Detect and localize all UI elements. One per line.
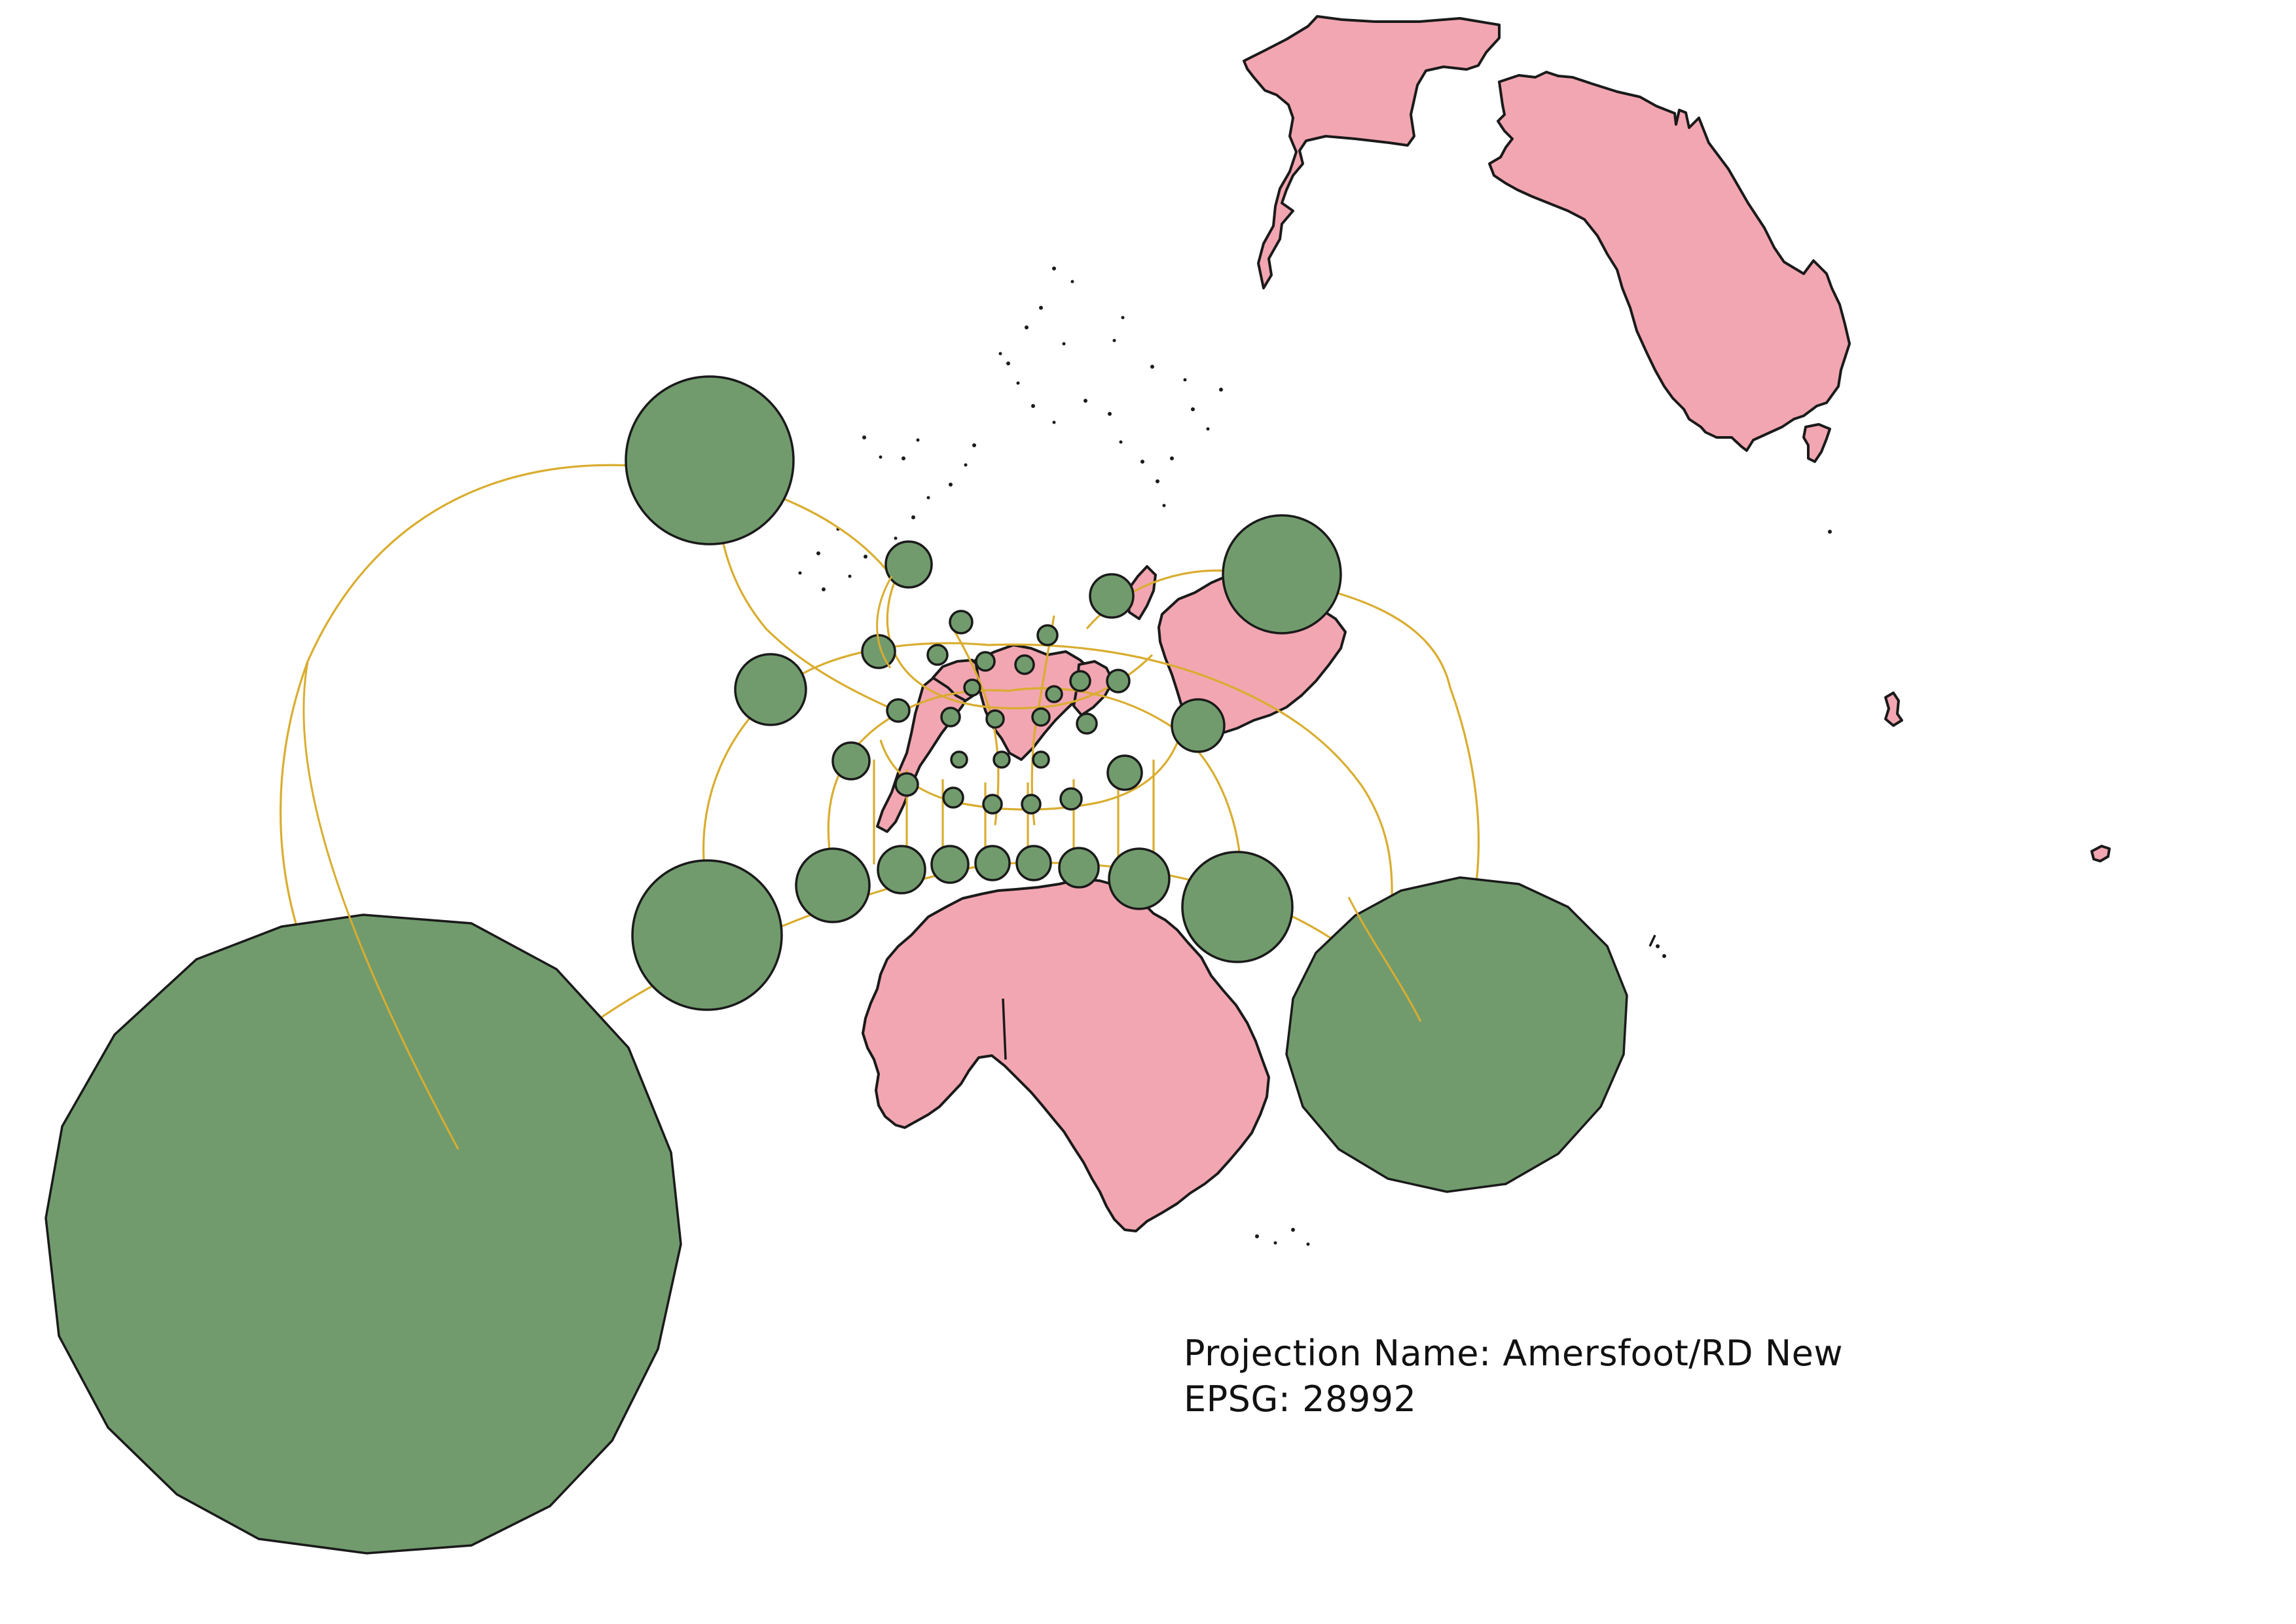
graticule-overlay xyxy=(302,576,1422,1150)
tissot-circle-tiny xyxy=(993,750,1011,769)
tissot-circle-tiny xyxy=(926,644,949,666)
tissot-circle-small xyxy=(877,845,926,895)
landmass-north-east-island xyxy=(1488,71,1851,452)
tissot-circle-northwest xyxy=(625,375,795,545)
tissot-circle-small xyxy=(1089,573,1135,619)
tissot-circle-tiny xyxy=(982,794,1003,815)
tissot-circles xyxy=(45,375,1628,1555)
projection-label: Projection Name: xyxy=(1184,1333,1491,1374)
projection-line: Projection Name: Amersfoot/RD New xyxy=(1184,1331,1843,1376)
tissot-circle-northeast xyxy=(1222,514,1342,635)
landmass-north-east-islet xyxy=(1802,423,1831,463)
islet-east-1 xyxy=(1884,692,1903,727)
landmass-north-west-island xyxy=(1243,15,1501,289)
tissot-circle-tiny xyxy=(942,786,964,809)
stray-line-east xyxy=(1649,934,1656,947)
island-specks xyxy=(798,267,1832,1246)
epsg-label: EPSG: xyxy=(1184,1378,1291,1420)
tissot-circle-tiny xyxy=(949,610,974,635)
tissot-circle-small xyxy=(861,634,896,669)
graticule-line-upper-ring xyxy=(886,563,1154,710)
tissot-circle-small xyxy=(1058,847,1100,889)
tissot-circle-tiny xyxy=(963,678,981,697)
graticule-overlay-west xyxy=(876,576,893,669)
tissot-circle-southwest-mid xyxy=(631,859,783,1011)
graticule-overlay-east xyxy=(1347,896,1422,1022)
tissot-circle-tiny xyxy=(1076,712,1098,735)
tissot-circle-small xyxy=(1015,845,1052,881)
tissot-circle-tiny xyxy=(1059,787,1083,811)
tissot-circle-tiny xyxy=(886,698,911,723)
tissot-circle-tiny xyxy=(1036,624,1059,646)
tissot-circle-small xyxy=(831,741,871,781)
tissot-circle-tiny xyxy=(1032,750,1050,769)
tissot-circle-tiny xyxy=(950,750,968,769)
tissot-circle-small xyxy=(974,845,1011,881)
tissot-circle-small xyxy=(884,540,933,589)
tissot-circle-tiny xyxy=(985,709,1005,729)
tissot-circle-south-east-lower xyxy=(1108,847,1171,910)
graticule-ring-4 xyxy=(988,643,1393,914)
graticule-ring-2 xyxy=(827,689,1009,865)
stray-line-antarctic xyxy=(1002,998,1007,1060)
tissot-circle-tiny xyxy=(1031,707,1051,727)
tissot-circle-south-west-lower xyxy=(795,847,871,923)
tissot-circle-tiny xyxy=(894,772,919,797)
tissot-circle-tiny xyxy=(1106,669,1131,693)
epsg-line: EPSG: 28992 xyxy=(1184,1376,1843,1422)
tissot-circle-east-mid xyxy=(1171,698,1226,753)
tissot-circle-tiny xyxy=(975,651,996,672)
tissot-circle-west-mid xyxy=(734,653,807,726)
tissot-circle-small xyxy=(1106,754,1143,791)
tissot-circle-small xyxy=(930,845,970,884)
projection-name: Amersfoot/RD New xyxy=(1503,1333,1843,1374)
tissot-circle-tiny xyxy=(1069,670,1091,692)
tissot-circle-tiny xyxy=(1021,794,1042,815)
landmass-east-ridge xyxy=(1125,565,1157,620)
tissot-circle-tiny xyxy=(1045,685,1063,703)
graticule-overlay-huge xyxy=(302,661,460,1150)
tissot-circle-tiny xyxy=(940,707,961,728)
epsg-code: 28992 xyxy=(1302,1378,1417,1420)
projection-caption: Projection Name: Amersfoot/RD New EPSG: … xyxy=(1184,1331,1843,1422)
tissot-circle-large-southeast xyxy=(1285,876,1628,1193)
tissot-circle-huge-southwest xyxy=(45,913,682,1555)
land-layer xyxy=(862,15,2111,1232)
tissot-circle-tiny xyxy=(1014,654,1035,675)
tissot-circle-southeast-mid xyxy=(1181,851,1294,963)
stray-lines xyxy=(1002,934,1656,1060)
islet-east-2 xyxy=(2090,845,2111,862)
